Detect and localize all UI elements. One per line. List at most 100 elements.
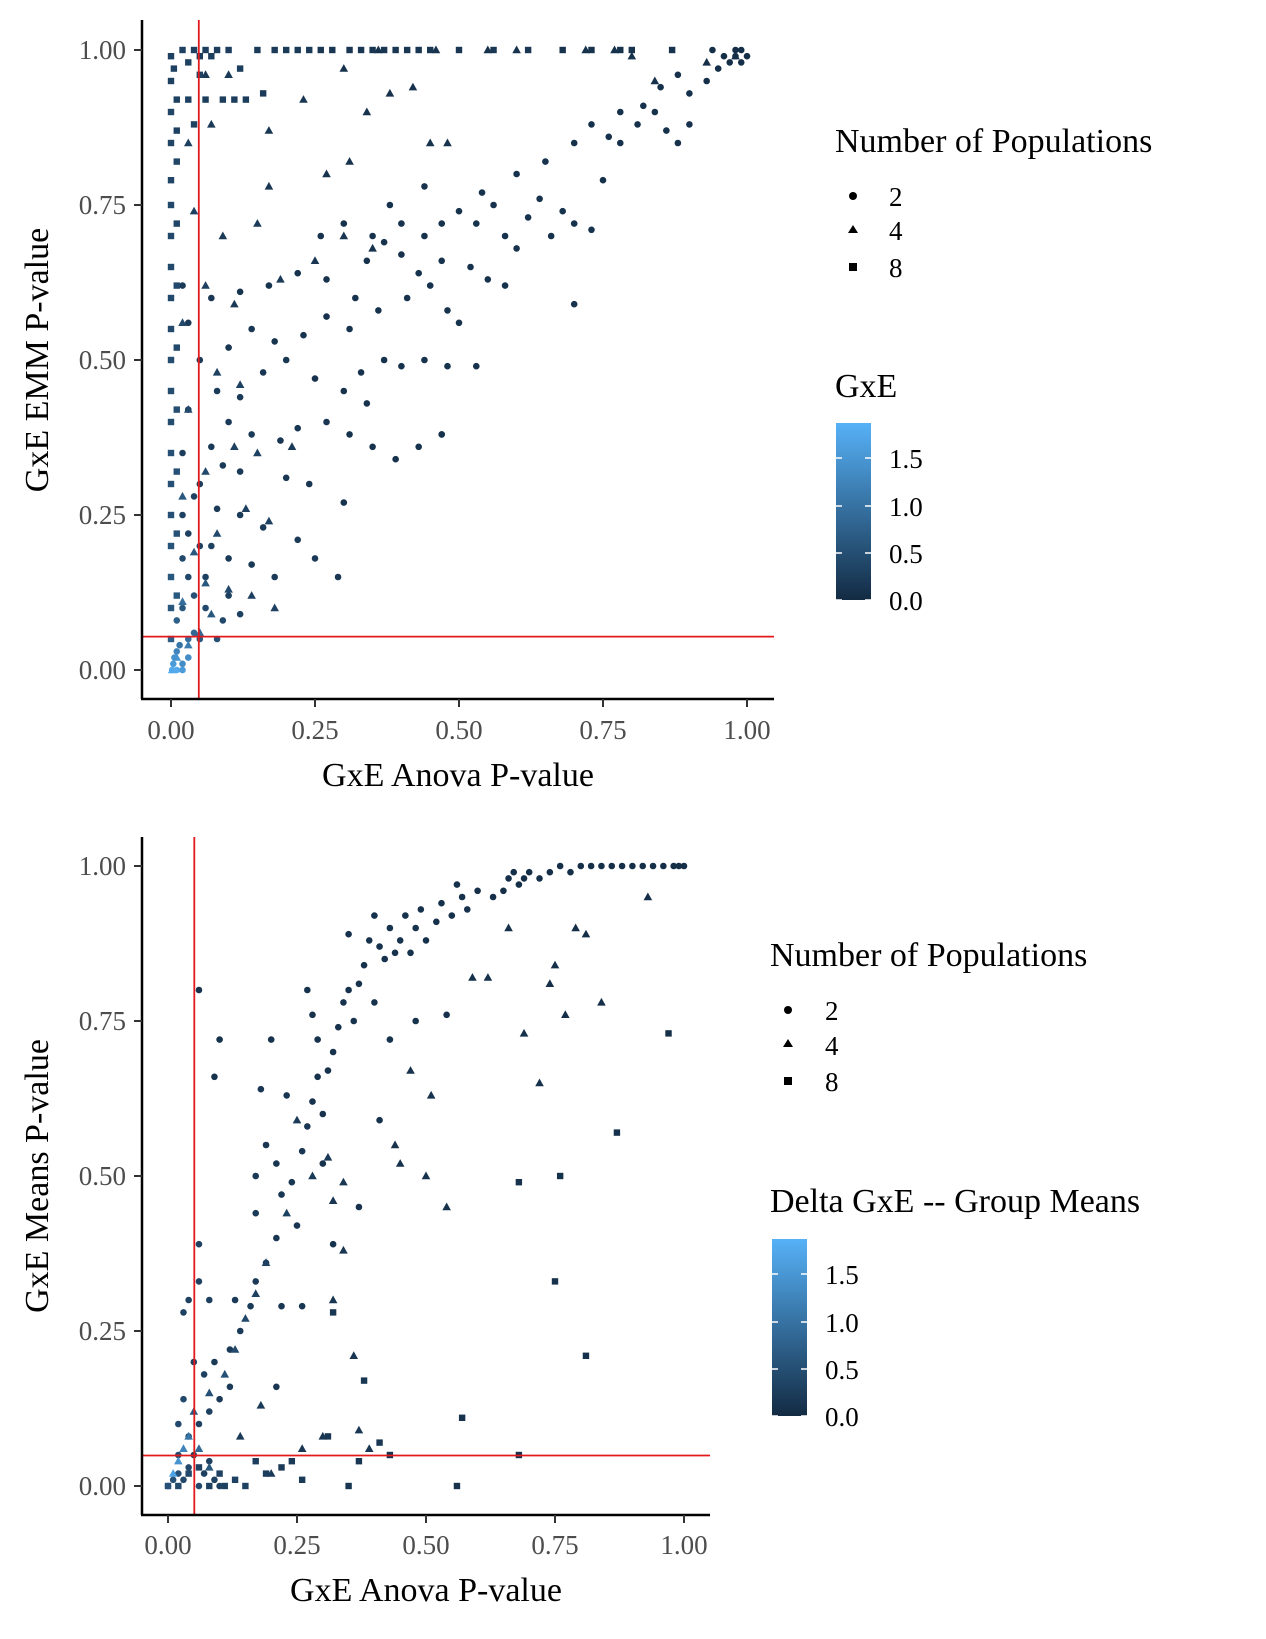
- circle-point: [458, 893, 466, 901]
- legend-key-square: [849, 263, 857, 271]
- square-point: [380, 46, 388, 54]
- square-point: [259, 90, 267, 97]
- color-bar-label: 1.5: [825, 1260, 859, 1290]
- circle-point: [329, 1240, 337, 1248]
- triangle-point: [256, 1400, 266, 1409]
- triangle-point: [168, 1469, 178, 1477]
- circle-point: [216, 1482, 223, 1490]
- legend-key-circle: [784, 1006, 792, 1014]
- circle-point: [324, 1067, 332, 1074]
- shape-legend-title: Number of Populations: [835, 123, 1152, 160]
- circle-point: [323, 313, 330, 320]
- square-point: [173, 158, 180, 165]
- circle-point: [304, 1123, 311, 1130]
- circle-point: [265, 282, 273, 289]
- triangle-point: [512, 45, 521, 54]
- triangle-point: [189, 206, 199, 215]
- triangle-point: [253, 448, 262, 457]
- circle-point: [259, 369, 267, 376]
- data-points: [164, 862, 688, 1490]
- square-point: [196, 53, 203, 60]
- circle-point: [398, 251, 405, 258]
- square-point: [617, 46, 624, 54]
- square-point: [283, 46, 290, 54]
- square-point: [236, 65, 244, 72]
- color-bar-label: 0.0: [825, 1402, 859, 1432]
- circle-point: [415, 443, 422, 451]
- circle-point: [179, 660, 186, 668]
- triangle-point: [483, 45, 493, 54]
- triangle-point: [207, 609, 216, 618]
- triangle-point: [627, 51, 637, 60]
- circle-point: [365, 937, 373, 944]
- circle-point: [472, 220, 480, 227]
- circle-point: [605, 133, 613, 141]
- square-point: [167, 604, 175, 612]
- square-point: [556, 1172, 564, 1180]
- square-point: [206, 1482, 213, 1490]
- circle-point: [195, 1240, 203, 1248]
- circle-point: [484, 276, 492, 283]
- square-point: [173, 592, 180, 599]
- circle-point: [478, 189, 486, 196]
- triangle-point: [178, 318, 187, 326]
- circle-point: [173, 648, 181, 655]
- color-legend-title: Delta GxE -- Group Means: [770, 1183, 1140, 1220]
- square-point: [271, 46, 278, 54]
- circle-point: [570, 139, 578, 147]
- circle-point: [380, 356, 388, 364]
- square-point: [329, 1309, 337, 1316]
- circle-point: [179, 449, 186, 457]
- square-point: [225, 46, 232, 54]
- triangle-point: [270, 603, 279, 612]
- circle-point: [588, 121, 595, 128]
- triangle-point: [545, 979, 555, 987]
- circle-point: [732, 46, 739, 54]
- data-points: [167, 45, 751, 674]
- circle-point: [196, 480, 204, 488]
- square-point: [613, 1129, 621, 1136]
- circle-point: [257, 1085, 265, 1093]
- circle-point: [211, 1073, 218, 1081]
- circle-point: [236, 1327, 244, 1335]
- x-tick-label: 0.75: [531, 1530, 578, 1560]
- circle-point: [340, 387, 348, 395]
- circle-point: [216, 1395, 223, 1403]
- circle-point: [737, 59, 745, 66]
- square-point: [167, 77, 175, 85]
- circle-point: [236, 610, 244, 618]
- circle-point: [453, 881, 461, 888]
- circle-point: [176, 641, 183, 649]
- triangle-point: [174, 1456, 183, 1465]
- square-point: [219, 96, 227, 103]
- triangle-point: [224, 70, 233, 78]
- square-point: [167, 232, 175, 240]
- triangle-point: [581, 929, 591, 938]
- circle-point: [363, 257, 371, 265]
- circle-point: [391, 949, 399, 957]
- circle-point: [309, 1011, 316, 1019]
- circle-point: [380, 238, 388, 246]
- square-point: [628, 46, 635, 54]
- square-point: [164, 1482, 172, 1490]
- circle-point: [216, 1036, 223, 1043]
- square-point: [167, 356, 175, 364]
- square-point: [455, 46, 463, 54]
- circle-point: [567, 868, 574, 876]
- circle-point: [190, 629, 198, 637]
- circle-point: [185, 1296, 192, 1304]
- circle-point: [386, 1036, 394, 1043]
- square-point: [173, 220, 180, 227]
- shape-legend-title: Number of Populations: [770, 937, 1087, 974]
- circle-point: [726, 59, 734, 66]
- circle-point: [175, 1420, 182, 1428]
- circle-point: [213, 387, 221, 395]
- circle-point: [392, 455, 399, 463]
- circle-point: [225, 592, 232, 599]
- square-point: [324, 1433, 332, 1440]
- circle-point: [369, 232, 376, 240]
- triangle-point: [241, 504, 251, 512]
- circle-point: [334, 573, 342, 581]
- triangle-point: [264, 181, 274, 190]
- square-point: [490, 46, 497, 54]
